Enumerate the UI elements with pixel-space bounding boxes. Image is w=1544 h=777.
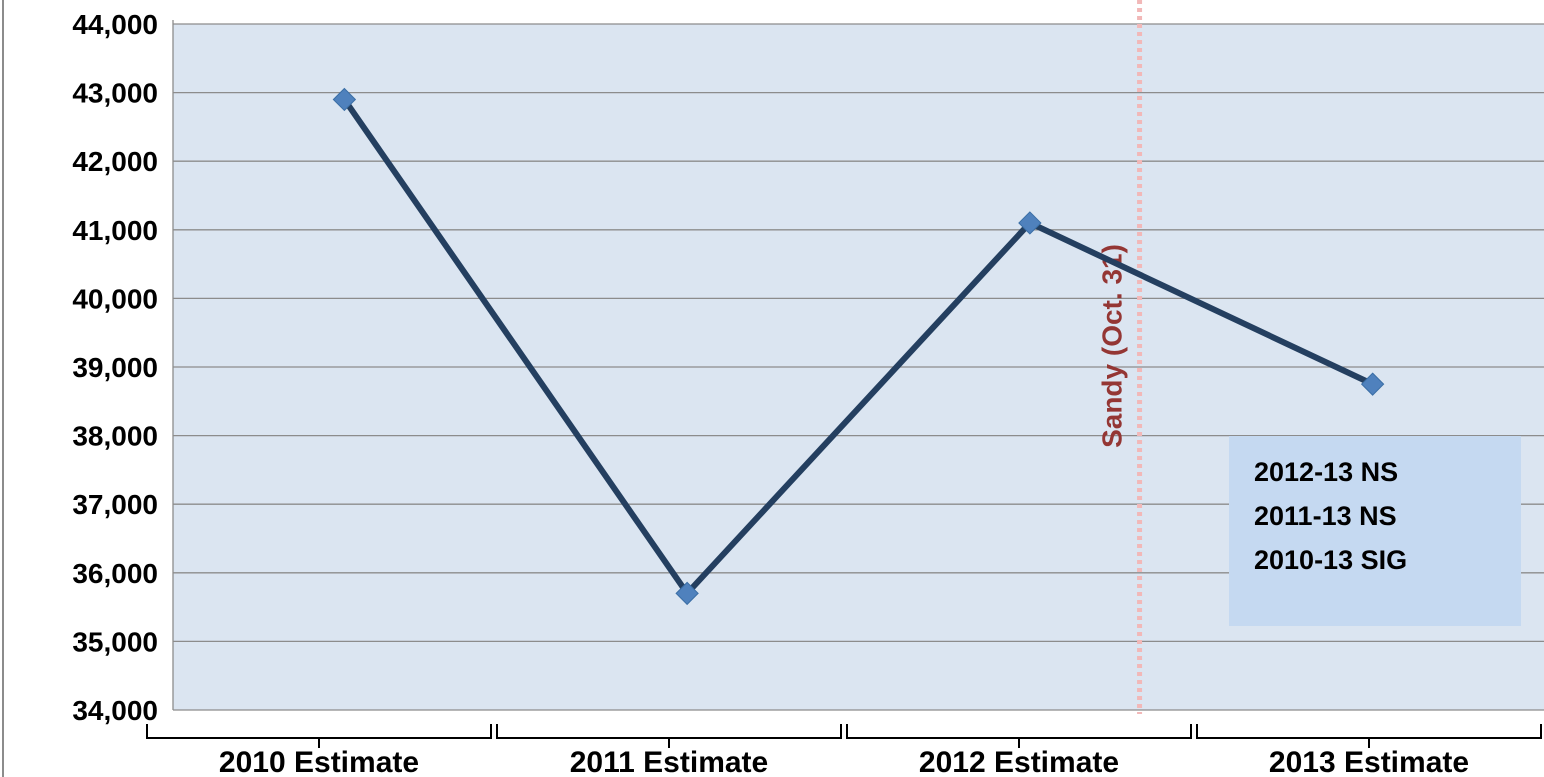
x-tick-label: 2011 Estimate (570, 746, 768, 777)
sandy-event-marker: Sandy (Oct. 31) (1097, 0, 1143, 714)
y-tick-label: 36,000 (72, 558, 158, 589)
data-point-marker (675, 581, 699, 606)
y-tick-label: 41,000 (72, 215, 158, 246)
x-axis: 2010 Estimate 2011 Estimate 2012 Estimate 2… (146, 724, 1542, 777)
y-tick-label: 38,000 (72, 421, 158, 452)
y-tick-label: 39,000 (72, 352, 158, 383)
y-tick-label: 42,000 (72, 146, 158, 177)
y-tick-label: 44,000 (72, 9, 158, 40)
category-bracket (1196, 724, 1542, 748)
data-point-marker (332, 87, 357, 112)
note-line-3: 2010-13 SIG (1254, 545, 1407, 575)
data-point-marker (1360, 372, 1385, 396)
series-line (332, 87, 1385, 606)
gridlines (173, 23, 1544, 643)
y-tick-label: 37,000 (72, 489, 158, 520)
significance-note-box (1229, 436, 1521, 626)
note-line-2: 2011-13 NS (1254, 501, 1397, 531)
y-tick-label: 40,000 (72, 283, 158, 314)
x-tick-label: 2013 Estimate (1269, 746, 1469, 777)
significance-note: 2012-13 NS 2011-13 NS 2010-13 SIG (1229, 436, 1521, 626)
category-bracket (146, 724, 492, 748)
note-line-1: 2012-13 NS (1254, 457, 1398, 487)
x-tick-label: 2010 Estimate (219, 746, 419, 777)
category-bracket (496, 724, 842, 748)
x-tick-label: 2012 Estimate (919, 746, 1119, 777)
y-tick-label: 34,000 (72, 695, 158, 726)
sandy-event-label: Sandy (Oct. 31) (1097, 244, 1128, 448)
y-tick-label: 43,000 (72, 78, 158, 109)
category-bracket (846, 724, 1192, 748)
data-point-marker (1018, 211, 1042, 235)
y-tick-label: 35,000 (72, 626, 158, 657)
series-polyline (341, 97, 1374, 599)
